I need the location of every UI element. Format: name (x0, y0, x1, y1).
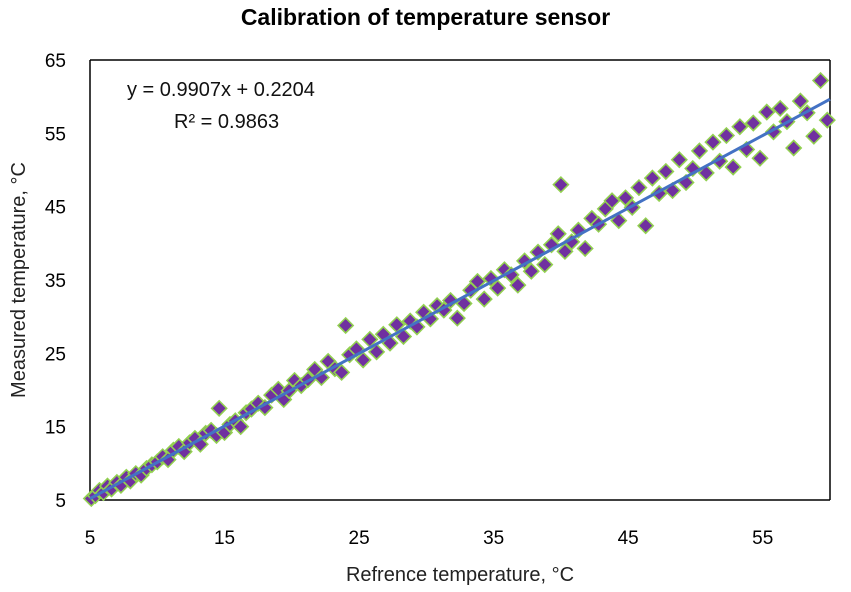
trendline (89, 97, 831, 501)
data-points (82, 71, 836, 508)
data-point (637, 217, 655, 235)
data-point (657, 162, 675, 181)
data-point (509, 276, 527, 294)
data-point (744, 114, 762, 132)
data-point (630, 178, 648, 197)
data-point (332, 363, 351, 382)
data-point (367, 343, 386, 361)
data-point (475, 290, 493, 308)
data-point (771, 99, 789, 118)
data-point (556, 242, 574, 261)
data-point (210, 399, 228, 417)
data-point (552, 176, 570, 194)
data-point (758, 103, 776, 121)
data-point (616, 189, 635, 207)
y-tick-label: 45 (45, 198, 66, 219)
data-point (522, 262, 540, 280)
data-point (354, 351, 372, 369)
data-point (337, 316, 355, 335)
data-point (717, 126, 736, 145)
x-axis-label: Refrence temperature, °C (346, 564, 574, 586)
trendline-equation: y = 0.9907x + 0.2204 (127, 79, 315, 101)
data-point (448, 309, 466, 327)
y-tick-label: 35 (45, 271, 66, 292)
data-point (785, 139, 803, 157)
data-point (489, 279, 507, 297)
x-tick-label: 5 (85, 528, 96, 549)
data-point (724, 158, 742, 176)
data-point (818, 111, 836, 129)
x-tick-label: 35 (483, 528, 504, 549)
chart-title: Calibration of temperature sensor (240, 4, 611, 30)
data-point (791, 92, 810, 110)
axes (89, 59, 831, 501)
trendline-r-squared: R² = 0.9863 (174, 111, 279, 133)
y-tick-label: 15 (45, 418, 66, 439)
x-tick-label: 45 (618, 528, 639, 549)
data-point (811, 71, 830, 90)
data-point (232, 418, 250, 436)
data-point (704, 133, 722, 151)
data-point (603, 192, 621, 210)
y-tick-labels: 5 15 25 35 45 55 65 (45, 51, 66, 512)
y-tick-label: 55 (45, 124, 66, 145)
data-point (536, 255, 554, 274)
y-tick-label: 65 (45, 51, 66, 72)
data-point (751, 149, 769, 167)
x-tick-labels: 5 15 25 35 45 55 (85, 528, 774, 549)
data-point (482, 269, 500, 288)
x-tick-label: 25 (349, 528, 370, 549)
data-point (441, 291, 460, 310)
data-point (690, 142, 709, 160)
data-point (576, 239, 594, 258)
y-tick-label: 5 (55, 491, 66, 512)
data-point (670, 151, 688, 169)
y-tick-label: 25 (45, 344, 66, 365)
data-point (805, 127, 823, 145)
y-axis-label: Measured temperature, °C (8, 162, 30, 398)
data-point (643, 169, 662, 187)
data-point (549, 225, 567, 243)
x-tick-label: 15 (214, 528, 235, 549)
data-point (731, 118, 749, 136)
x-tick-label: 55 (752, 528, 773, 549)
